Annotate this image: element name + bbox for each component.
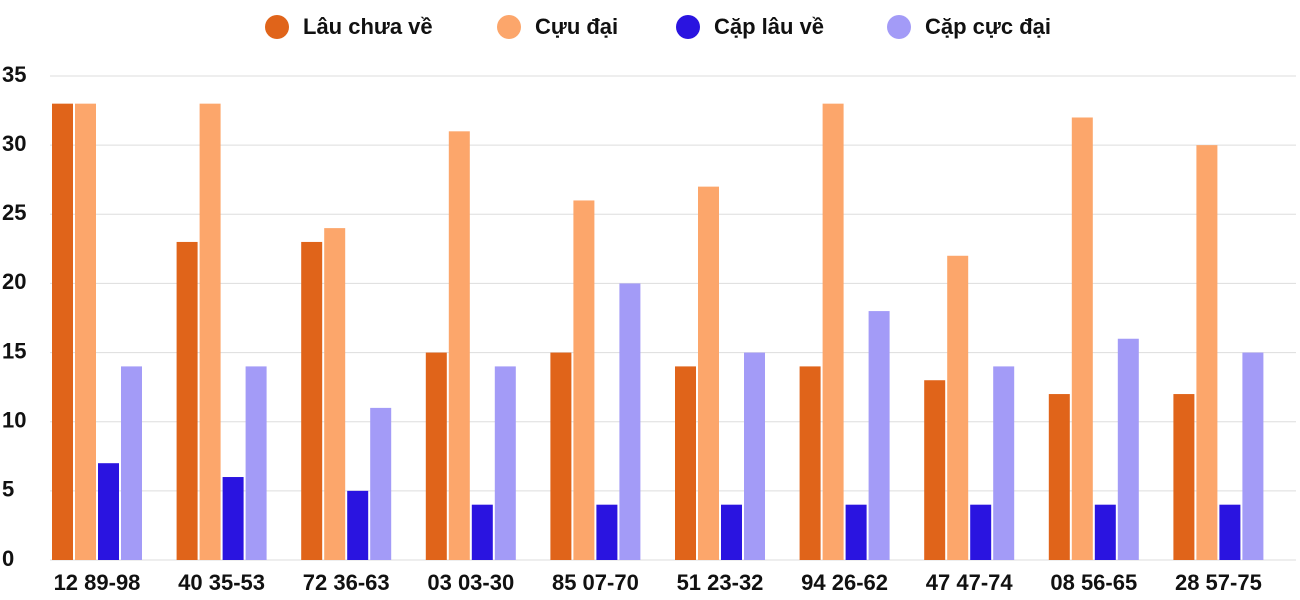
bar [721, 504, 742, 560]
bar [1071, 117, 1093, 560]
y-tick-label: 30 [2, 131, 26, 156]
y-tick-label: 5 [2, 477, 14, 502]
bar [924, 380, 946, 560]
bar [494, 366, 516, 560]
bar [425, 352, 447, 560]
bar [1196, 145, 1218, 560]
bar [1173, 394, 1195, 560]
x-tick-label: 03 03-30 [427, 570, 514, 595]
bar [98, 463, 119, 560]
bar [1117, 338, 1139, 560]
bar [1094, 504, 1116, 560]
legend-label: Cựu đại [535, 14, 618, 39]
legend-label: Lâu chưa về [303, 14, 433, 39]
bar [675, 366, 696, 560]
bar [245, 366, 267, 560]
bar [993, 366, 1015, 560]
bar [1048, 394, 1070, 560]
bar [619, 283, 641, 560]
bar [970, 504, 992, 560]
y-tick-label: 15 [2, 338, 26, 363]
x-tick-label: 12 89-98 [54, 570, 141, 595]
x-tick-label: 72 36-63 [303, 570, 390, 595]
bar [1242, 352, 1264, 560]
bar [121, 366, 142, 560]
legend-label: Cặp lâu về [714, 14, 824, 39]
bar [176, 241, 198, 560]
x-tick-label: 94 26-62 [801, 570, 888, 595]
bar [301, 241, 323, 560]
bar [596, 504, 618, 560]
y-tick-label: 20 [2, 269, 26, 294]
bar [1219, 504, 1241, 560]
bar [947, 255, 969, 560]
legend-marker [265, 15, 289, 39]
bar [698, 186, 719, 560]
bar [347, 490, 369, 560]
legend-marker [497, 15, 521, 39]
bar [370, 407, 392, 560]
bar [573, 200, 595, 560]
bar [324, 228, 346, 560]
legend-marker [887, 15, 911, 39]
bar [471, 504, 493, 560]
y-tick-label: 0 [2, 546, 14, 571]
y-tick-label: 25 [2, 200, 26, 225]
bar [822, 103, 844, 561]
bar [52, 103, 73, 561]
x-tick-label: 40 35-53 [178, 570, 265, 595]
bar [222, 477, 244, 560]
bar [868, 311, 890, 560]
y-tick-label: 35 [2, 62, 26, 87]
bar [744, 352, 765, 560]
legend-label: Cặp cực đại [925, 14, 1051, 39]
bar [845, 504, 867, 560]
bar [199, 103, 221, 561]
x-tick-label: 85 07-70 [552, 570, 639, 595]
legend-marker [676, 15, 700, 39]
x-tick-label: 47 47-74 [926, 570, 1014, 595]
bar [75, 103, 96, 561]
x-tick-label: 08 56-65 [1050, 570, 1137, 595]
x-tick-label: 28 57-75 [1175, 570, 1262, 595]
y-tick-label: 10 [2, 408, 26, 433]
bar [448, 131, 470, 561]
x-tick-label: 51 23-32 [677, 570, 764, 595]
bar [550, 352, 572, 560]
bar [799, 366, 821, 560]
